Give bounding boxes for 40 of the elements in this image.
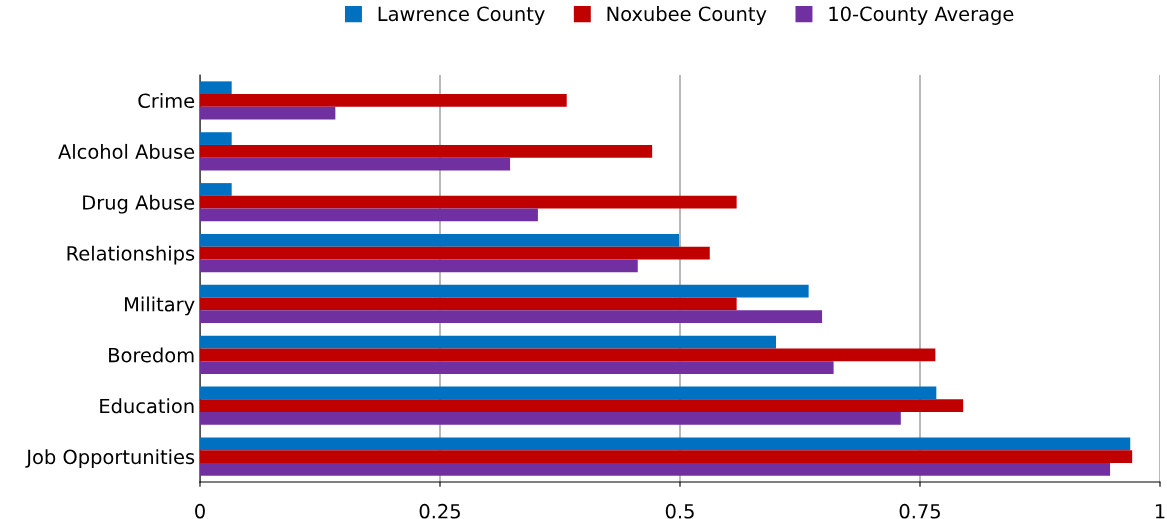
y-tick-label: Drug Abuse (83, 194, 195, 214)
bar (200, 246, 710, 260)
bar (200, 106, 336, 120)
bar (200, 399, 964, 413)
bar (200, 208, 538, 222)
bar (200, 462, 1111, 476)
bar (200, 195, 737, 209)
x-tick-label: 0 (195, 503, 205, 519)
bar (200, 412, 901, 425)
bar (200, 183, 232, 196)
legend-label: 10-County Average (829, 6, 1014, 25)
bar (200, 157, 511, 171)
bar (200, 450, 1133, 463)
bar (200, 259, 638, 273)
bar (200, 94, 567, 107)
bar (200, 297, 737, 311)
bar (200, 335, 776, 349)
bar (200, 437, 1131, 451)
bar (200, 361, 834, 374)
y-tick-label: Job Opportunities (25, 449, 195, 468)
bar (200, 233, 680, 247)
bar (200, 284, 809, 298)
bar (200, 386, 937, 400)
bar (200, 81, 232, 95)
legend-label: Noxubee County (607, 6, 767, 25)
legend-label: Lawrence County (378, 6, 545, 25)
x-tick-label: 0.75 (899, 503, 940, 519)
y-tick-label: Alcohol Abuse (58, 143, 195, 159)
bar (200, 144, 653, 158)
bar (200, 310, 823, 324)
x-tick-label: 0.25 (419, 503, 460, 519)
y-tick-label: Relationships (67, 245, 195, 265)
y-tick-label: Education (100, 398, 194, 414)
x-tick-label: 1 (1155, 504, 1165, 519)
y-tick-label: Crime (138, 93, 195, 109)
bar (200, 348, 936, 362)
bar (200, 132, 232, 145)
y-tick-label: Military (125, 296, 195, 316)
x-tick-label: 0.5 (665, 503, 694, 519)
y-tick-label: Boredom (109, 347, 194, 363)
